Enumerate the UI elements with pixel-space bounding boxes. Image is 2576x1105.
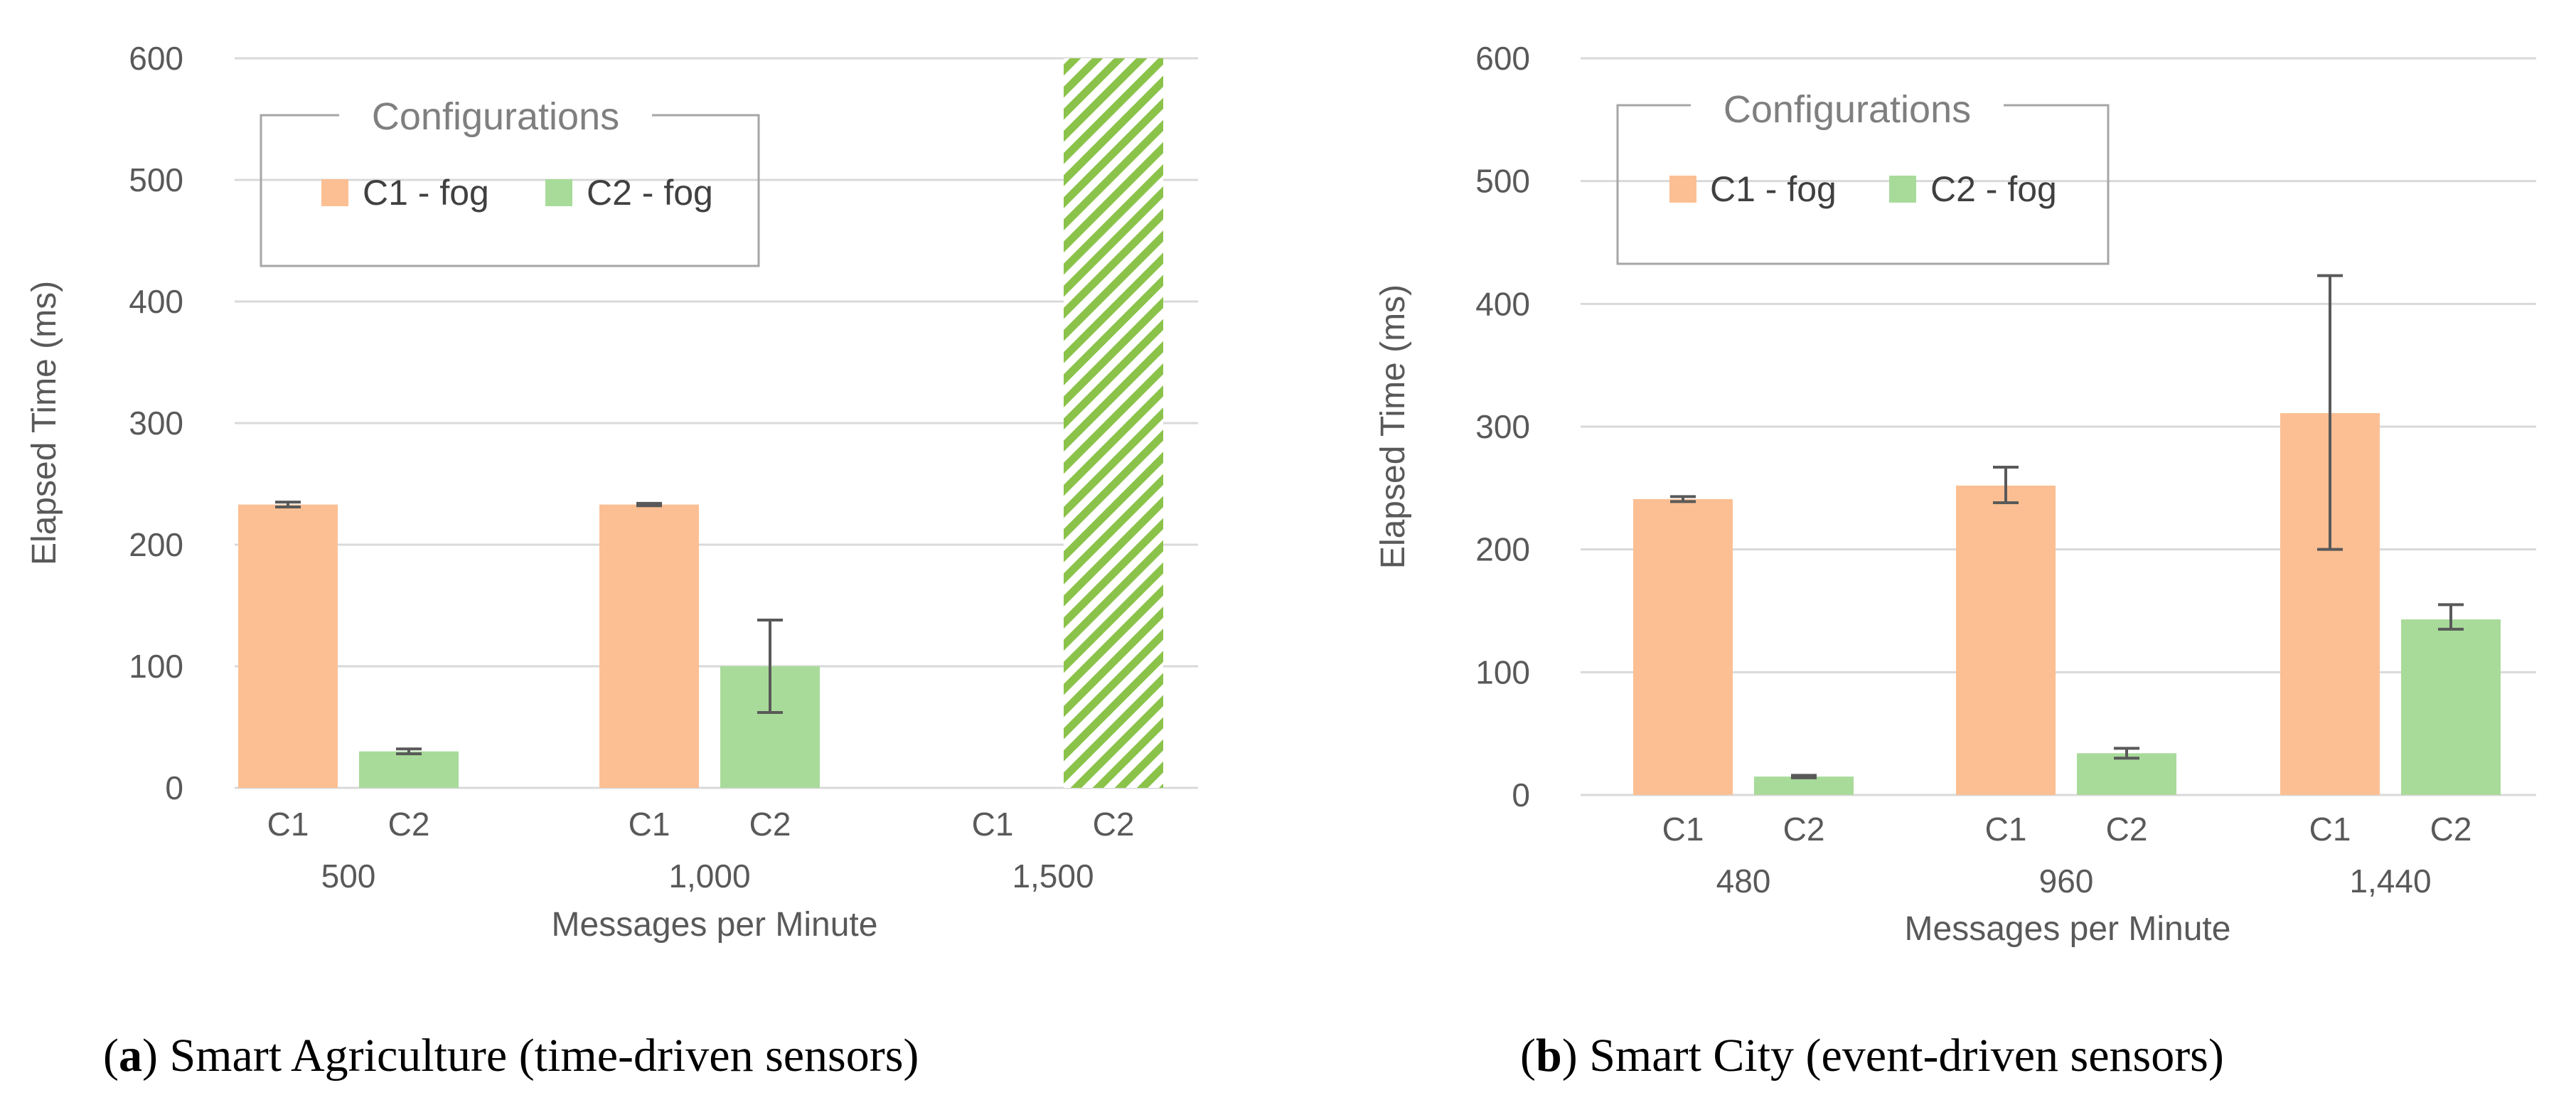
legend-entry-label: C1 - fog [363,173,489,213]
legend-entry-label: C2 - fog [1930,169,2057,209]
x-sub-label: C2 [2430,811,2472,848]
chart-b-smart-city: 0 100 200 300 400 500 600 Elapsed Time (ms) C1 C2… [1374,40,2536,948]
error-bar [2114,747,2139,760]
x-category-label: 960 [2039,863,2094,900]
x-sub-label: C1 [1662,811,1704,848]
y-tick-label: 500 [1475,163,1530,200]
bar-c2-1500 [1064,58,1163,788]
caption-b: (b) Smart City (event-driven sensors) [1520,1030,2224,1082]
y-tick-label: 0 [1512,776,1530,813]
legend-title: Configurations [1723,88,1971,131]
legend-swatch [1669,176,1696,203]
x-sub-label: C2 [388,806,430,843]
legend-title-gap [339,108,652,122]
legend-swatch [1889,176,1916,203]
x-sub-label: C2 [1093,806,1135,843]
y-tick-label: 100 [1475,653,1530,690]
bar-c1-1000 [599,504,699,788]
bar-c1-480 [1633,498,1733,795]
y-tick-label: 300 [129,405,183,442]
y-tick-label: 100 [129,648,183,685]
bar-c1-500 [238,504,338,788]
x-sub-label: C1 [2309,811,2351,848]
error-bar [396,747,422,756]
x-sub-label: C1 [267,806,309,843]
x-sub-label: C2 [2106,811,2148,848]
error-bar [1670,495,1696,503]
legend-title-gap [1691,98,2004,112]
x-sub-label: C1 [972,806,1014,843]
legend-swatch [321,179,348,206]
legend-entry-label: C1 - fog [1710,169,1837,209]
y-tick-label: 600 [129,40,183,77]
error-bar [2317,274,2343,551]
chart-a-smart-agriculture: 0 100 200 300 400 500 600 Elapsed Time (ms) C1 C2… [26,40,1198,944]
x-sub-label: C1 [1985,811,2027,848]
x-axis-label: Messages per Minute [552,906,878,944]
bar-c2-960 [2077,753,2176,795]
x-sub-label: C1 [629,806,670,843]
bar-c2-500 [359,751,459,788]
legend: Configurations C1 - fog C2 - fog [1616,88,2110,265]
x-category-label: 1,500 [1012,858,1094,895]
y-tick-label: 0 [165,769,183,806]
x-sub-label: C2 [1783,811,1825,848]
x-category-label: 1,440 [2349,863,2431,900]
y-tick-label: 500 [129,161,183,198]
x-category-label: 500 [321,858,376,895]
x-category-label: 480 [1716,863,1771,900]
legend-swatch [545,179,572,206]
y-axis-label: Elapsed Time (ms) [1374,284,1412,569]
bar-c1-960 [1956,485,2056,795]
x-axis-label: Messages per Minute [1905,910,2231,948]
legend-title: Configurations [372,95,619,138]
bar-c2-480 [1754,776,1854,795]
error-bar [1993,465,2019,505]
error-bar [636,501,662,508]
y-tick-label: 200 [129,526,183,563]
error-bar [757,619,783,714]
y-tick-label: 600 [1475,40,1530,77]
x-category-label: 1,000 [668,858,750,895]
error-bar [275,501,301,508]
legend-entry-label: C2 - fog [587,173,713,213]
error-bar [2438,603,2464,631]
y-axis-label: Elapsed Time (ms) [26,281,63,565]
y-tick-label: 400 [1475,285,1530,322]
x-sub-label: C2 [749,806,791,843]
error-bar [1791,774,1817,779]
y-tick-label: 200 [1475,531,1530,568]
legend: Configurations C1 - fog C2 - fog [260,95,760,267]
y-tick-label: 300 [1475,408,1530,445]
y-tick-label: 400 [129,283,183,320]
caption-a: (a) Smart Agriculture (time-driven senso… [103,1030,919,1082]
bar-c2-1440 [2401,619,2501,795]
